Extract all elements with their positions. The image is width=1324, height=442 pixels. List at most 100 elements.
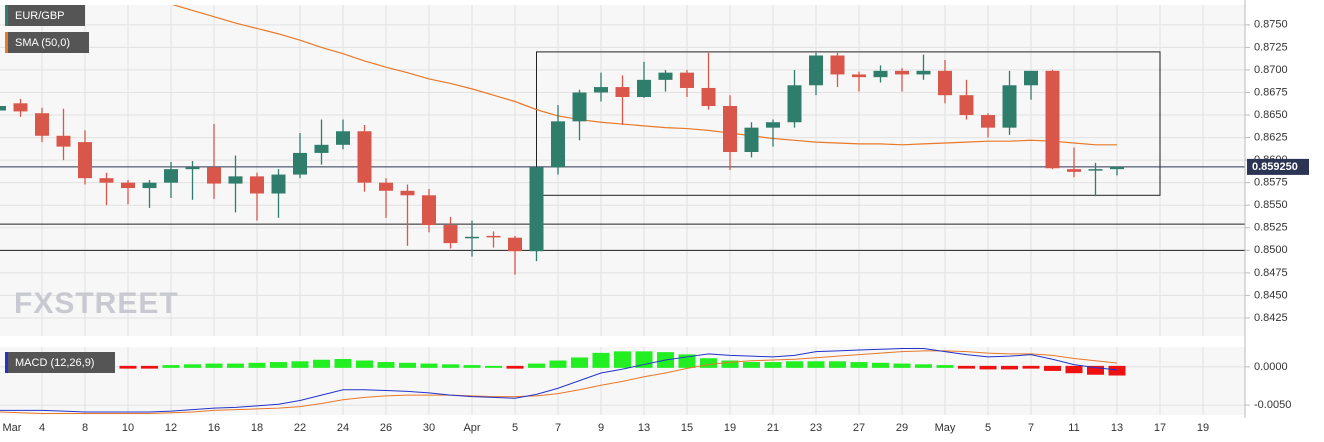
x-tick-label: May (935, 422, 956, 434)
y-tick-label: -0.0050 (1254, 399, 1291, 411)
candle-body (809, 55, 823, 86)
histogram-bar (463, 365, 481, 368)
x-tick-label: 29 (896, 422, 908, 434)
y-tick-label: 0.8650 (1254, 109, 1288, 121)
x-tick-label: Mar (3, 422, 22, 434)
candle-body (637, 79, 651, 97)
x-tick-label: 7 (555, 422, 561, 434)
candle-body (658, 72, 673, 80)
candle-body (787, 85, 802, 123)
x-tick-label: 10 (122, 422, 134, 434)
candle-body (766, 122, 780, 128)
candle-body (1110, 166, 1124, 170)
y-tick-label: 0.8450 (1254, 289, 1288, 301)
x-tick-label: 16 (208, 422, 220, 434)
y-tick-label: 0.8750 (1254, 19, 1288, 31)
histogram-bar (743, 362, 760, 368)
range-box (536, 51, 1161, 196)
candle-body (164, 169, 178, 183)
candle-body (959, 95, 974, 116)
x-tick-label: 8 (82, 422, 88, 434)
legend-swatch (5, 32, 8, 53)
y-tick-label: 0.8475 (1254, 267, 1288, 279)
histogram-bar (420, 363, 438, 368)
candle-body (701, 87, 716, 107)
histogram-bar (162, 365, 180, 368)
signal-line (0, 350, 1118, 414)
x-tick-label: 5 (512, 422, 518, 434)
legend: EUR/GBP SMA (50,0) MACD (12,26,9) (5, 5, 115, 373)
price-pane (0, 5, 1245, 336)
histogram-bar (1065, 365, 1083, 374)
x-tick-label: 19 (724, 422, 736, 434)
y-tick-label: 0.8675 (1254, 86, 1288, 98)
histogram-bar (1087, 365, 1104, 375)
x-tick-label: 5 (985, 422, 991, 434)
histogram-bar (614, 351, 631, 368)
x-tick-label: 7 (1028, 422, 1034, 434)
candle-body (744, 127, 759, 153)
histogram-bar (291, 361, 309, 368)
legend-label: SMA (50,0) (15, 37, 70, 49)
x-tick-label: 26 (380, 422, 392, 434)
histogram-bar (1044, 365, 1061, 371)
candle-body (99, 178, 114, 183)
histogram-bar (807, 361, 825, 368)
candle-body (443, 225, 458, 244)
candle-body (1045, 70, 1060, 169)
legend-box (5, 352, 115, 373)
histogram-bar (356, 360, 373, 368)
histogram-bar (399, 362, 416, 368)
histogram-bar (850, 362, 868, 368)
macd-line (0, 348, 1118, 413)
candle-body (185, 167, 200, 170)
candle-body (207, 167, 221, 184)
histogram-bar (1001, 365, 1018, 370)
x-tick-label: 19 (1197, 422, 1209, 434)
candle-body (916, 70, 931, 75)
histogram-bar (377, 362, 395, 368)
y-tick-label: 0.8525 (1254, 222, 1288, 234)
histogram-bar (442, 364, 459, 368)
histogram-bar (872, 362, 889, 368)
histogram-bar (764, 362, 782, 368)
y-tick-label: 0.8425 (1254, 312, 1288, 324)
x-tick-label: 22 (294, 422, 306, 434)
x-tick-label: 21 (767, 422, 779, 434)
candle-body (13, 103, 28, 112)
candle-body (938, 70, 952, 96)
histogram-bar (936, 365, 954, 368)
candle-body (1024, 70, 1038, 86)
last-price-label: 0.859250 (1252, 161, 1298, 173)
x-tick-label: 17 (1154, 422, 1166, 434)
histogram-bar (915, 364, 932, 368)
x-tick-label: 12 (165, 422, 177, 434)
candle-body (121, 182, 135, 189)
histogram-bar (721, 360, 739, 368)
x-tick-label: 24 (337, 422, 349, 434)
histogram-bar (270, 362, 287, 368)
histogram-bar (1022, 365, 1040, 369)
x-tick-label: 27 (853, 422, 865, 434)
candle-body (271, 174, 286, 194)
candle-body (379, 182, 393, 191)
candle-body (357, 131, 372, 183)
histogram-bar (700, 358, 717, 368)
candle-body (422, 195, 436, 226)
candle-body (293, 152, 307, 175)
candle-body (594, 87, 608, 93)
histogram-bar (893, 363, 911, 368)
x-tick-label: 11 (1068, 422, 1079, 434)
x-tick-label: 30 (423, 422, 435, 434)
candle-body (0, 106, 6, 111)
histogram-bar (205, 363, 223, 368)
legend-swatch (5, 5, 8, 26)
watermark: FXSTREET (14, 287, 179, 320)
x-tick-label: Apr (463, 422, 480, 434)
candle-body (873, 70, 888, 78)
x-tick-label: 23 (810, 422, 822, 434)
candle-body (572, 92, 587, 122)
y-tick-label: 0.8625 (1254, 131, 1288, 143)
candle-body (1002, 85, 1017, 128)
histogram-bar (786, 361, 803, 368)
